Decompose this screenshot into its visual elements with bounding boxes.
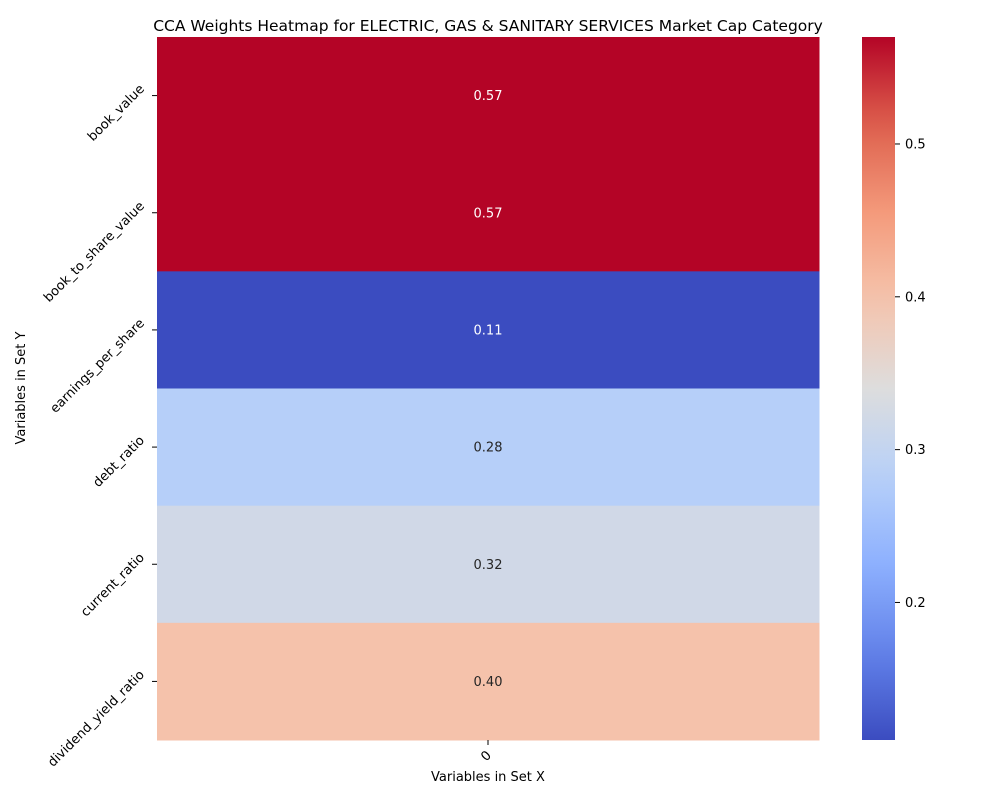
x-axis-label: Variables in Set X (431, 770, 545, 785)
colorbar-gradient (862, 37, 895, 740)
colorbar-tick-label: 0.4 (905, 290, 926, 305)
y-tick-label-dividend-yield-ratio: dividend_yield_ratio (45, 668, 148, 771)
y-tick-label-book-value: book_value (85, 82, 148, 145)
cell-value-label: 0.40 (474, 675, 503, 690)
y-tick-label-debt-ratio: debt_ratio (90, 433, 147, 490)
y-tick-label-earnings-per-share: earnings_per_share (48, 316, 148, 416)
heatmap-cell-current-ratio (157, 505, 820, 624)
heatmap-cell-book-value (157, 37, 820, 155)
y-tick-label-current-ratio: current_ratio (78, 550, 148, 620)
colorbar-tick-label: 0.3 (905, 443, 926, 458)
cell-value-label: 0.57 (474, 206, 503, 221)
heatmap-cell-labels: 0.57 0.57 0.11 0.28 0.32 0.40 (474, 89, 503, 690)
cell-value-label: 0.32 (474, 558, 503, 573)
cell-value-label: 0.57 (474, 89, 503, 104)
cell-value-label: 0.28 (474, 441, 503, 456)
y-axis-ticks: book_value book_to_share_valueearnings_pe… (41, 82, 157, 770)
colorbar-tick-label: 0.5 (905, 137, 926, 152)
x-axis-ticks: 0 (478, 740, 495, 765)
cell-value-label: 0.11 (474, 323, 503, 338)
heatmap-cell-dividend-yield-ratio (157, 622, 820, 741)
heatmap-cell-earnings-per-share (157, 271, 820, 389)
heatmap-cell-book-to-share-value (157, 154, 820, 272)
heatmap-cell-debt-ratio (157, 388, 820, 507)
colorbar-tick-label: 0.2 (905, 596, 926, 611)
y-axis-label: Variables in Set Y (14, 331, 29, 444)
chart-title: CCA Weights Heatmap for ELECTRIC, GAS & … (153, 17, 823, 35)
x-tick-label: 0 (478, 748, 494, 764)
y-tick-label-book-to-share-value: book_to_share_value (41, 199, 148, 306)
colorbar: 0.2 0.3 0.4 0.5 (862, 37, 926, 740)
heatmap-cells (157, 37, 820, 741)
